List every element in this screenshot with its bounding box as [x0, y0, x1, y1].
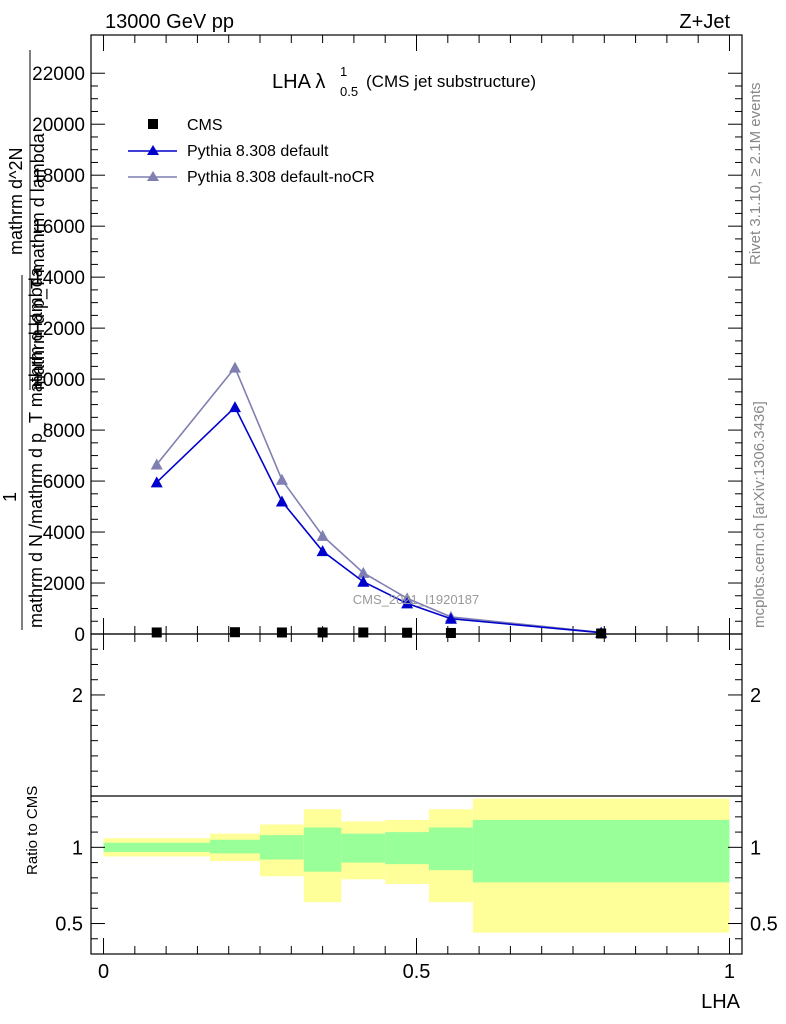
legend: CMS Pythia 8.308 default Pythia 8.308 de…	[128, 117, 375, 186]
ratio-y-axis-label: Ratio to CMS	[24, 786, 41, 875]
plot-title: LHA λ	[272, 71, 325, 93]
plot-title-suffix: (CMS jet substructure)	[366, 72, 536, 91]
main-ytick-label-6: 14000	[32, 268, 85, 289]
series-1-point-5	[401, 597, 414, 609]
main-y-axis-ticks: 2000 4000 6000 8000 10000 12000 14000 16000 1800…	[32, 64, 742, 646]
analysis-watermark: CMS_2021_I1920187	[353, 592, 480, 607]
ratio-xtick-label-1: 0.5	[403, 961, 431, 983]
ratio-band-inner-0	[103, 842, 210, 852]
series-2-point-4	[357, 566, 370, 578]
cms-point-6	[445, 627, 456, 638]
ratio-ytick-label-1: 1	[72, 837, 83, 859]
series-1-point-3	[316, 545, 329, 557]
ratio-uncertainty-bands	[103, 798, 730, 933]
plot-title-main: LHA λ	[272, 71, 325, 93]
ratio-band-inner-6	[429, 827, 473, 871]
main-ytick-label-4: 10000	[32, 370, 85, 391]
cms-point-0	[151, 627, 162, 638]
series-2-point-0	[150, 458, 163, 470]
plot-title-subscript: 0.5	[340, 84, 358, 99]
series-line-1	[156, 405, 602, 634]
ratio-band-inner-5	[385, 832, 430, 865]
ratio-y-axis-ticks: 0.5 0.5 1 1 2 2	[55, 648, 778, 940]
main-x-axis-ticks	[103, 35, 730, 634]
series-1-point-2	[275, 495, 288, 507]
ratio-x-axis-ticks: 0 0.5 1	[98, 634, 735, 983]
main-ytick-label-2: 6000	[43, 472, 85, 493]
legend-marker-cms	[148, 119, 158, 129]
series-1-point-1	[228, 401, 241, 413]
series-2-point-3	[316, 529, 329, 541]
ratio-xtick-label-2: 1	[724, 961, 735, 983]
cms-point-4	[358, 627, 369, 638]
series-2-point-1	[228, 361, 241, 373]
ratio-band-inner-4	[341, 833, 386, 863]
legend-marker-default	[147, 145, 159, 155]
series-1-point-0	[150, 476, 163, 488]
main-ytick-label-1: 4000	[43, 523, 85, 544]
series-1-point-6	[444, 612, 457, 624]
main-ytick-label-8: 18000	[32, 166, 85, 187]
main-ytick-label-10: 22000	[32, 64, 85, 85]
series-2-point-2	[275, 473, 288, 485]
ratio-plot-panel: 0.5 0.51 12 2 0 0.5 1	[55, 633, 778, 983]
ratio-ytick-label-0: 0.5	[55, 914, 83, 936]
cms-point-2	[276, 627, 287, 638]
main-ylabel-top-line2: mathrm d p_T mathrm d lambda	[28, 132, 49, 390]
rivet-version-label: Rivet 3.1.10, ≥ 2.1M events	[747, 83, 764, 266]
ratio-band-inner-2	[260, 835, 304, 860]
cms-point-3	[317, 627, 328, 638]
main-plot-panel: 2000 4000 6000 8000 10000 12000 14000 16000 1800…	[32, 34, 743, 646]
main-ytick-label-7: 16000	[32, 217, 85, 238]
legend-label-default: Pythia 8.308 default	[187, 143, 329, 160]
header-right-label: Z+Jet	[679, 11, 730, 33]
series-line-2	[156, 366, 602, 634]
plot-title-superscript: 1	[340, 64, 347, 79]
legend-label-nocr: Pythia 8.308 default-noCR	[187, 169, 375, 186]
ratio-ytick-label-right-2: 2	[750, 685, 761, 707]
ratio-band-inner-1	[209, 839, 261, 854]
mcplots-label: mcplots.cern.ch [arXiv:1306.3436]	[751, 401, 768, 628]
main-ytick-label-0: 2000	[43, 574, 85, 595]
ratio-ytick-label-2: 2	[72, 685, 83, 707]
main-ylabel-numerator: 1	[0, 492, 20, 502]
legend-marker-nocr	[147, 171, 159, 181]
ratio-band-inner-7	[472, 819, 730, 883]
ratio-xtick-label-0: 0	[98, 961, 109, 983]
ratio-ytick-label-right-0: 0.5	[750, 914, 778, 936]
main-ytick-label-5: 12000	[32, 319, 85, 340]
main-ylabel-top-line1: mathrm d^2N	[6, 148, 26, 255]
legend-label-cms: CMS	[187, 117, 223, 134]
cms-point-1	[229, 627, 240, 638]
main-ytick-label-9: 20000	[32, 115, 85, 136]
main-ytick-label-3: 8000	[43, 421, 85, 442]
cms-point-5	[402, 627, 413, 638]
header-left-label: 13000 GeV pp	[105, 11, 234, 33]
x-axis-label: LHA	[701, 991, 741, 1013]
series-1-point-4	[357, 575, 370, 587]
ratio-ytick-label-right-1: 1	[750, 837, 761, 859]
ratio-plot-frame	[90, 633, 743, 955]
ratio-band-inner-3	[303, 827, 342, 872]
main-ytick-label-zero: 0	[74, 625, 85, 646]
main-ylabel-denominator: mathrm d N /mathrm d p_T mathrm d lambda	[26, 266, 47, 628]
main-y-axis-label: mathrm d^2N mathrm d p_T mathrm d lambda…	[0, 50, 49, 630]
